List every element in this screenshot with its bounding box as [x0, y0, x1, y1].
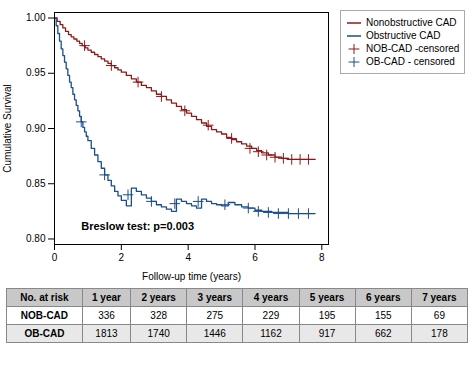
html-text:275: 275 — [206, 310, 224, 321]
svg-text:0.95: 0.95 — [26, 67, 46, 78]
svg-text:0.90: 0.90 — [26, 123, 46, 134]
html-text:195: 195 — [318, 310, 336, 321]
html-text:2 years: 2 years — [141, 292, 176, 303]
html-text:336: 336 — [98, 310, 115, 321]
svg-text:6: 6 — [252, 252, 258, 263]
html-text:OB-CAD - censored: OB-CAD - censored — [366, 56, 455, 67]
html-text:5 years: 5 years — [309, 292, 345, 303]
html-text:3 years: 3 years — [197, 292, 233, 303]
html-text:6 years: 6 years — [366, 292, 401, 303]
svg-text:2: 2 — [119, 252, 125, 263]
html-text:7 years: 7 years — [422, 292, 457, 303]
html-text:1 year: 1 year — [92, 292, 121, 303]
svg-text:0.80: 0.80 — [26, 233, 46, 244]
html-text:917: 917 — [318, 328, 336, 339]
svg-text:Breslow test: p=0.003: Breslow test: p=0.003 — [81, 220, 194, 232]
html-text:1446: 1446 — [203, 328, 226, 339]
html-text:69: 69 — [433, 310, 445, 321]
svg-text:1.00: 1.00 — [26, 12, 46, 23]
html-text:1740: 1740 — [147, 328, 170, 339]
html-text:4 years: 4 years — [253, 292, 289, 303]
html-text:328: 328 — [150, 310, 167, 321]
html-text:1162: 1162 — [260, 328, 282, 339]
html-text:155: 155 — [374, 310, 392, 321]
html-text:No. at risk: No. at risk — [20, 292, 69, 303]
svg-text:8: 8 — [319, 252, 325, 263]
svg-text:Cumulative Survival: Cumulative Survival — [2, 84, 13, 172]
svg-text:Follow-up time (years): Follow-up time (years) — [142, 271, 241, 282]
svg-text:0.85: 0.85 — [26, 178, 46, 189]
html-text:229: 229 — [262, 310, 280, 321]
html-text:178: 178 — [431, 328, 448, 339]
svg-text:4: 4 — [185, 252, 191, 263]
html-text:NOB-CAD -censored: NOB-CAD -censored — [366, 43, 460, 54]
svg-text:0: 0 — [52, 252, 58, 263]
html-text:NOB-CAD: NOB-CAD — [20, 310, 68, 321]
html-text:1813: 1813 — [95, 328, 118, 339]
html-text:Obstructive CAD: Obstructive CAD — [366, 30, 441, 41]
html-text:OB-CAD: OB-CAD — [24, 328, 65, 339]
html-text:Nonobstructive CAD: Nonobstructive CAD — [366, 17, 457, 28]
html-text:662: 662 — [374, 328, 392, 339]
